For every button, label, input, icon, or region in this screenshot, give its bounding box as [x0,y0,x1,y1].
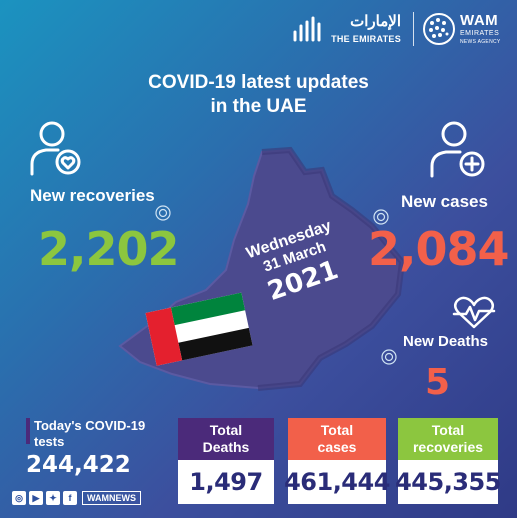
youtube-icon[interactable]: ▶ [29,491,43,505]
tests-value: 244,422 [26,452,131,478]
wam-name: WAM [460,12,499,29]
new-recoveries-value: 2,202 [38,222,180,276]
tests-label-line2: tests [34,434,65,449]
wam-subtitle: EMIRATES [460,30,500,37]
uae-flag-icon [145,292,253,366]
target-icon [373,209,389,225]
total-cases-box: Total cases 461,444 [284,418,390,504]
new-deaths-label: New Deaths [403,333,489,350]
instagram-icon[interactable]: ◎ [12,491,26,505]
globe-icon [423,13,455,45]
wam-subtitle-small: NEWS AGENCY [460,39,501,45]
emirates-english-text: THE EMIRATES [331,34,401,44]
page-title-line1: COVID-19 latest updates [148,72,369,93]
total-recoveries-box: Total recoveries 445,355 [395,418,501,504]
new-deaths-value: 5 [425,362,450,403]
new-cases-label: New cases [401,192,488,211]
total-cases-value: 461,444 [284,460,390,504]
total-deaths-label-line1: Total [209,422,243,438]
wam-logo: WAM EMIRATES NEWS AGENCY [420,8,515,50]
emirates-arabic-text: الإمارات [350,13,401,30]
tests-label: Today's COVID-19 tests [34,418,145,450]
facebook-icon[interactable]: f [63,491,77,505]
tests-accent-bar [26,418,30,444]
twitter-icon[interactable]: ✦ [46,491,60,505]
tests-label-line1: Today's COVID-19 [34,418,146,433]
total-deaths-box: Total Deaths 1,497 [178,418,274,504]
total-cases-header: Total cases [288,418,386,460]
target-icon [155,205,171,221]
target-icon [381,349,397,365]
total-recoveries-label-line1: Total [431,422,465,438]
social-handle[interactable]: WAMNEWS [82,491,141,505]
new-cases-value: 2,084 [368,222,510,276]
total-cases-label-line2: cases [317,439,357,455]
person-heart-icon [30,121,81,176]
social-bar: ◎ ▶ ✦ f WAMNEWS [12,489,141,507]
total-recoveries-value: 445,355 [395,460,501,504]
heartbeat-icon [452,296,496,329]
total-deaths-label-line2: Deaths [202,439,250,455]
total-deaths-value: 1,497 [178,460,274,504]
person-plus-icon [430,121,485,178]
emirates-brand-icon [293,16,321,42]
the-emirates-logo: الإمارات THE EMIRATES [292,8,407,48]
page-title-line2: in the UAE [210,96,307,117]
total-recoveries-label-line2: recoveries [412,439,484,455]
total-deaths-header: Total Deaths [178,418,274,460]
total-recoveries-header: Total recoveries [398,418,498,460]
logo-divider [413,12,414,46]
new-recoveries-label: New recoveries [30,186,155,205]
total-cases-label-line1: Total [320,422,354,438]
